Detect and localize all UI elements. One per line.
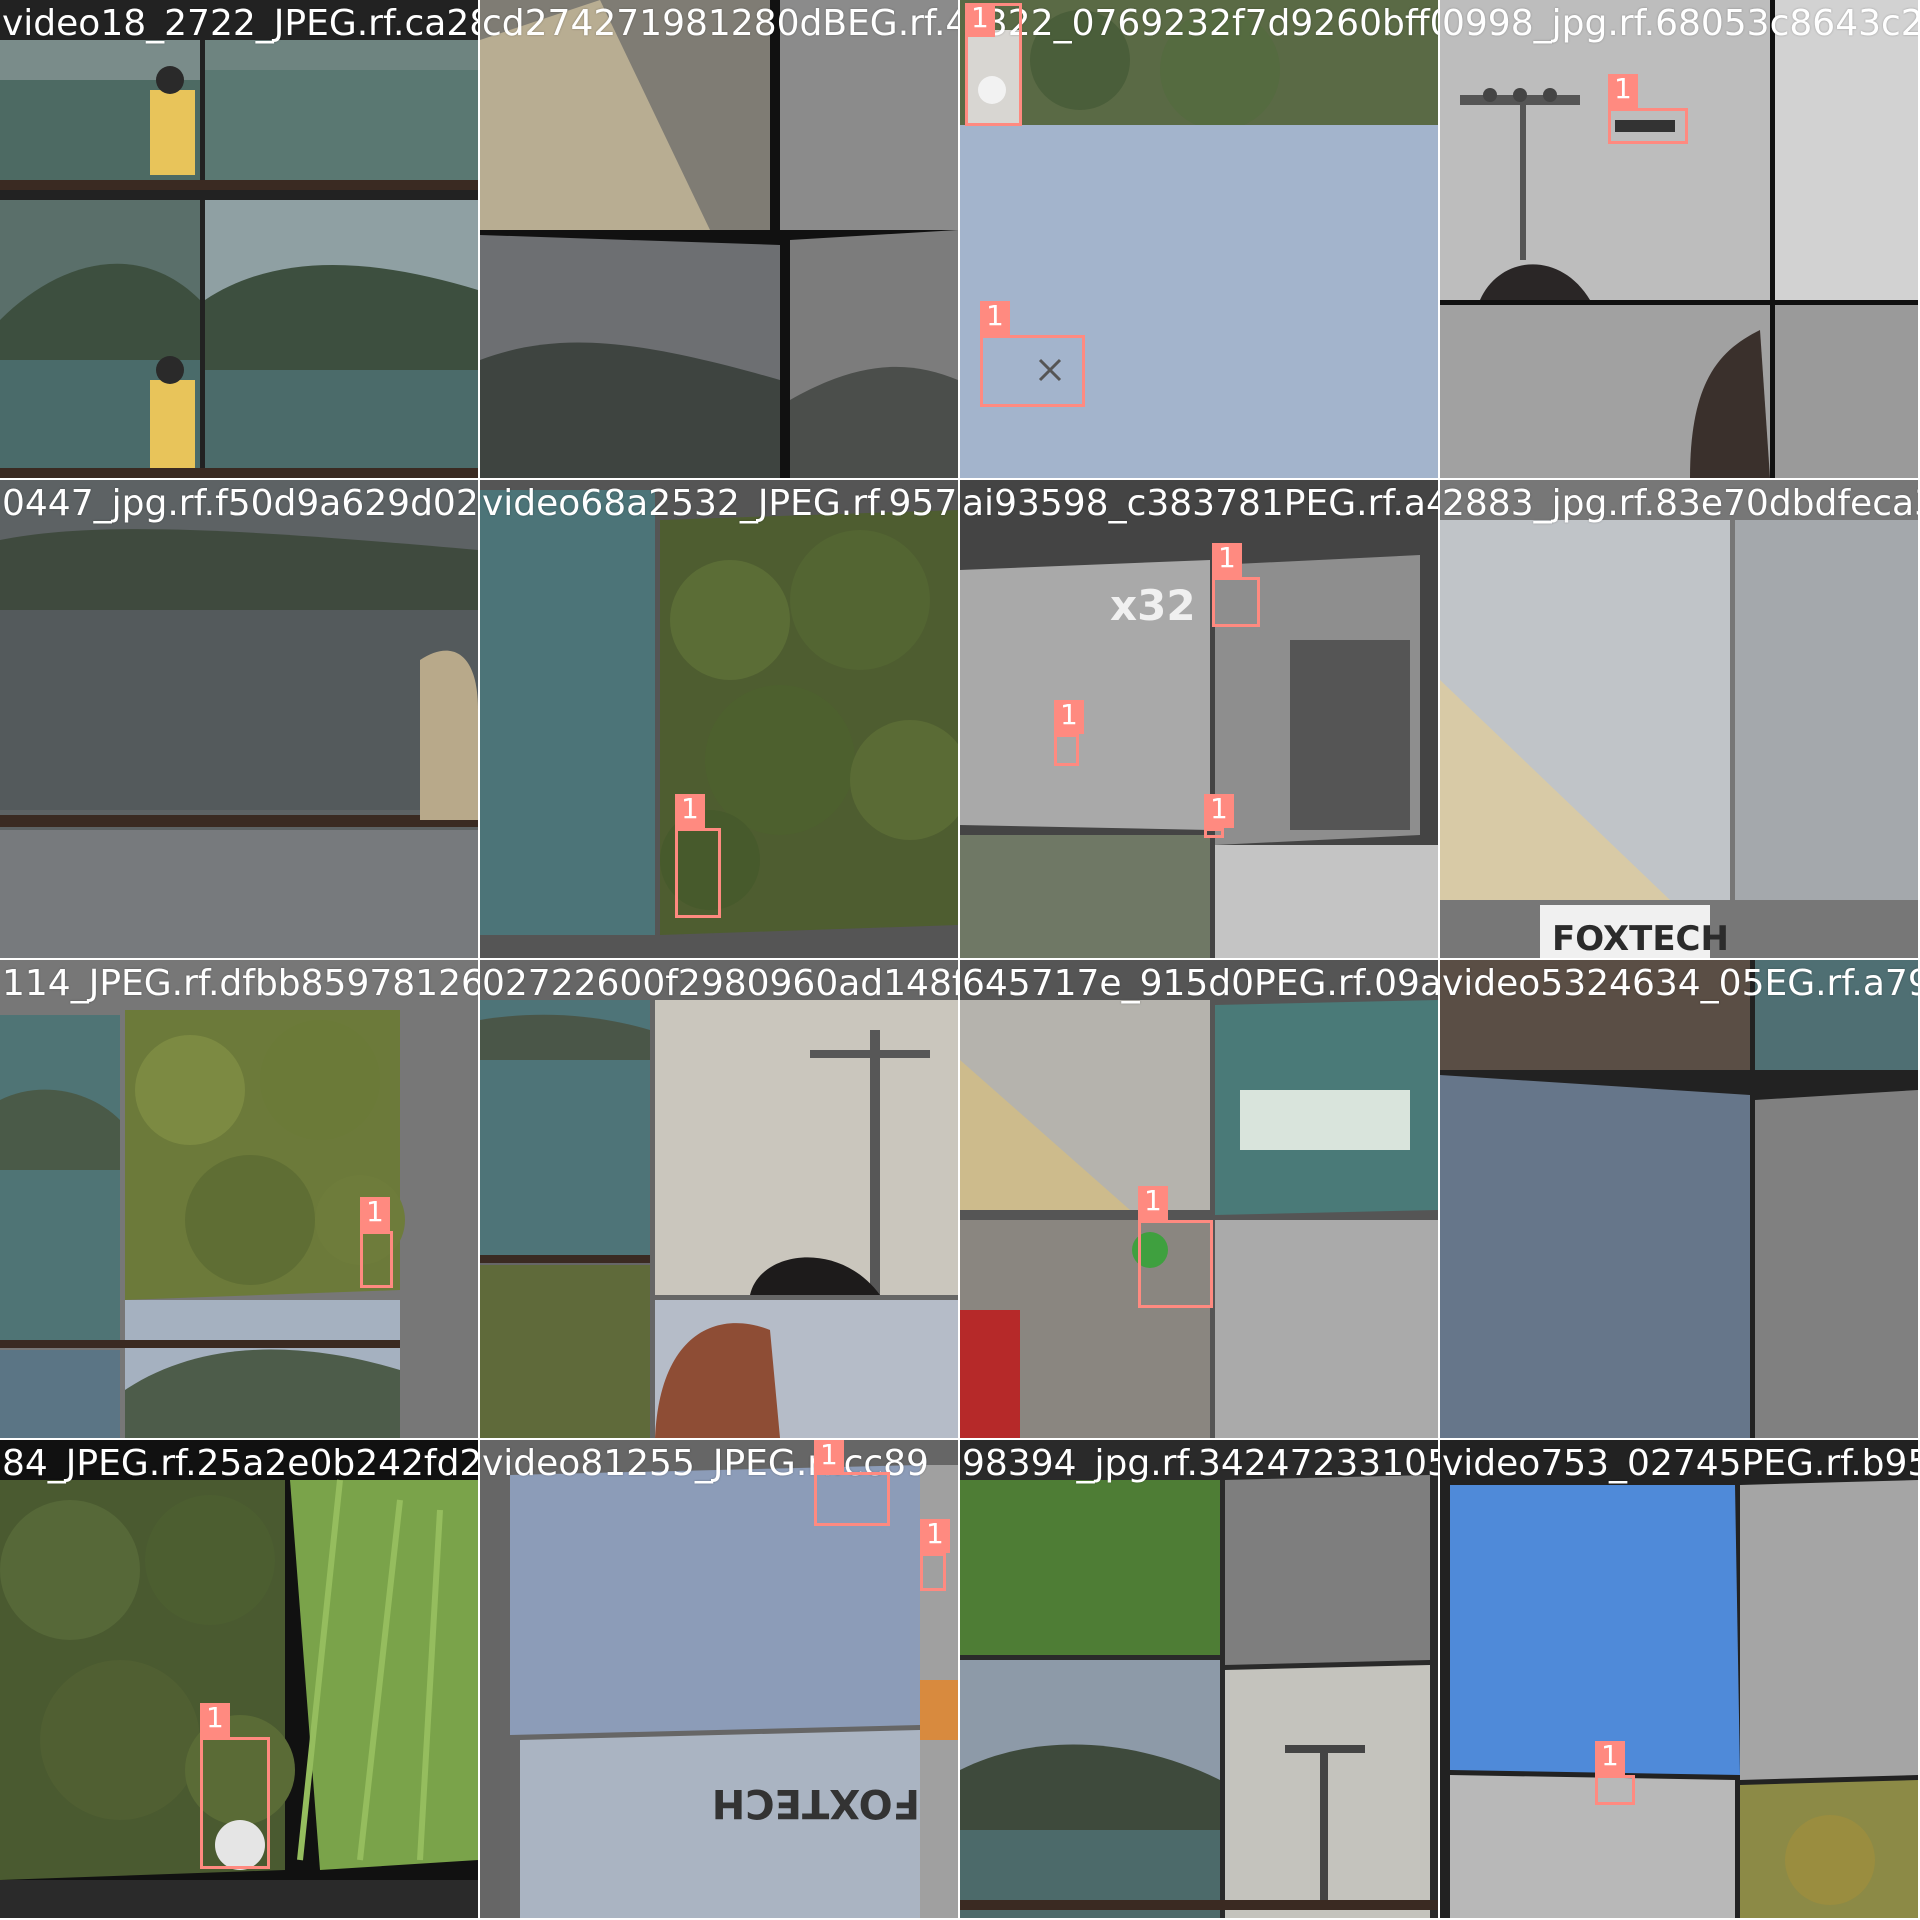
detection-box-label: 1 bbox=[1138, 1186, 1168, 1220]
tile-filename-label: 645717e_915d0PEG.rf.09a20 bbox=[962, 963, 1438, 1004]
scene-grass-lake-pole bbox=[960, 1440, 1438, 1918]
detection-box bbox=[1054, 734, 1079, 766]
detection-box bbox=[980, 335, 1085, 407]
mosaic-tile: video68a2532_JPEG.rf.957aa 1 bbox=[480, 480, 958, 958]
scene-drone-pavement bbox=[960, 960, 1438, 1438]
mosaic-tile: 1322_0769232f7d9260bff09549 1 1 bbox=[960, 0, 1438, 478]
scene-floodlight-drone bbox=[1440, 0, 1918, 478]
mosaic-tile: 84_JPEG.rf.25a2e0b242fd29 1 bbox=[0, 1440, 478, 1918]
mosaic-tile: video753_02745PEG.rf.b9556 1 bbox=[1440, 1440, 1918, 1918]
scene-sky-drones-brand: FOXTECH bbox=[480, 1440, 958, 1918]
tile-filename-label: video18_2722_JPEG.rf.ca28dd2t42798t280dB… bbox=[2, 3, 478, 44]
tile-filename-label: video81255_JPEG.rf.cc89 bbox=[482, 1443, 929, 1484]
detection-box bbox=[1212, 577, 1260, 627]
detection-box-label: 1 bbox=[1212, 543, 1242, 577]
detection-box-label: 1 bbox=[920, 1519, 950, 1553]
tile-filename-label: 114_JPEG.rf.dfbb85978126b02722600f2980 bbox=[2, 963, 478, 1004]
detection-box-label: 1 bbox=[980, 301, 1010, 335]
detection-box-label: 1 bbox=[1608, 74, 1638, 108]
scene-building-sky: FOXTECH bbox=[1440, 480, 1918, 958]
tile-filename-label: video68a2532_JPEG.rf.957aa bbox=[482, 483, 958, 524]
mosaic-tile: x32 ai93598_c383781PEG.rf.a455 1 1 1 bbox=[960, 480, 1438, 958]
tile-filename-label: 84_JPEG.rf.25a2e0b242fd29 bbox=[2, 1443, 478, 1484]
detection-box bbox=[200, 1737, 270, 1869]
scene-hazy-sky bbox=[1440, 960, 1918, 1438]
mosaic-tile: 02722600f2980960ad148f bbox=[480, 960, 958, 1438]
mosaic-tile: FOXTECH 2883_jpg.rf.83e70dbdfeca3a7 bbox=[1440, 480, 1918, 958]
detection-box bbox=[1138, 1220, 1213, 1308]
scene-trees-water bbox=[480, 480, 958, 958]
scene-zoom-overlay-drone: x32 bbox=[960, 480, 1438, 958]
detection-box-label: 1 bbox=[360, 1197, 390, 1231]
detection-box bbox=[1595, 1775, 1635, 1805]
brand-sign-text: FOXTECH bbox=[712, 1780, 920, 1826]
detection-box-label: 1 bbox=[1054, 700, 1084, 734]
tile-filename-label: 02722600f2980960ad148f bbox=[482, 963, 958, 1004]
mosaic-tile: cd274271981280dBEG.rf.45aa bbox=[480, 0, 958, 478]
detection-box-label: 1 bbox=[814, 1440, 844, 1474]
scene-grey-sky-hills bbox=[480, 0, 958, 478]
tile-filename-label: video753_02745PEG.rf.b9556 bbox=[1442, 1443, 1918, 1484]
scene-lake-boat bbox=[0, 0, 478, 478]
scene-blue-sky-building bbox=[1440, 1440, 1918, 1918]
scene-lake-trees bbox=[0, 960, 478, 1438]
mosaic-tile: 98394_jpg.rf.3424723310571f bbox=[960, 1440, 1438, 1918]
tile-filename-label: video5324634_05EG.rf.a796 bbox=[1442, 963, 1918, 1004]
tile-filename-label: ai93598_c383781PEG.rf.a455 bbox=[962, 483, 1438, 524]
mosaic-tile: video18_2722_JPEG.rf.ca28dd2t42798t280dB… bbox=[0, 0, 478, 478]
tile-filename-label: cd274271981280dBEG.rf.45aa bbox=[482, 3, 958, 44]
mosaic-tile: 114_JPEG.rf.dfbb85978126b02722600f2980 1 bbox=[0, 960, 478, 1438]
scene-pole-person bbox=[480, 960, 958, 1438]
detection-box-label: 1 bbox=[965, 3, 995, 37]
detection-box bbox=[814, 1472, 890, 1526]
tile-filename-label: 98394_jpg.rf.3424723310571f bbox=[962, 1443, 1438, 1484]
mosaic-tile: 0998_jpg.rf.68053c8643c2e0 1 bbox=[1440, 0, 1918, 478]
scene-lake-water bbox=[0, 480, 478, 958]
detection-box bbox=[1204, 828, 1224, 838]
detection-box bbox=[1608, 108, 1688, 144]
detection-box bbox=[920, 1553, 946, 1591]
detection-box bbox=[675, 828, 721, 918]
brand-sign-text: FOXTECH bbox=[1552, 919, 1729, 958]
tile-filename-label: 0447_jpg.rf.f50d9a629d02eevideo68a2532_J… bbox=[2, 483, 478, 524]
scene-blue-sky-drone bbox=[960, 0, 1438, 478]
scene-trees-grass bbox=[0, 1440, 478, 1918]
tile-filename-label: 1322_0769232f7d9260bff09549 bbox=[962, 3, 1438, 44]
detection-box-label: 1 bbox=[200, 1703, 230, 1737]
detection-box-label: 1 bbox=[1204, 794, 1234, 828]
mosaic-tile: 645717e_915d0PEG.rf.09a20 1 bbox=[960, 960, 1438, 1438]
mosaic-tile: video5324634_05EG.rf.a796 bbox=[1440, 960, 1918, 1438]
detection-box-label: 1 bbox=[675, 794, 705, 828]
detection-box bbox=[360, 1231, 393, 1288]
detection-box-label: 1 bbox=[1595, 1741, 1625, 1775]
zoom-overlay-text: x32 bbox=[1110, 581, 1196, 630]
tile-filename-label: 0998_jpg.rf.68053c8643c2e0 bbox=[1442, 3, 1918, 44]
mosaic-tile: FOXTECH video81255_JPEG.rf.cc89 1 1 bbox=[480, 1440, 958, 1918]
mosaic-tile: 0447_jpg.rf.f50d9a629d02eevideo68a2532_J… bbox=[0, 480, 478, 958]
tile-filename-label: 2883_jpg.rf.83e70dbdfeca3a7 bbox=[1442, 483, 1918, 524]
